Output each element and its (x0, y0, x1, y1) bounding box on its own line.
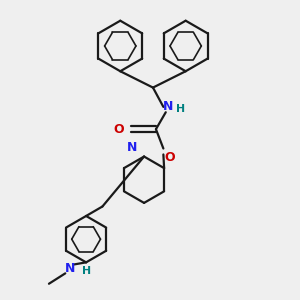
Text: N: N (127, 141, 137, 154)
Text: O: O (165, 151, 175, 164)
Text: N: N (164, 100, 174, 113)
Text: N: N (64, 262, 75, 275)
Text: H: H (82, 266, 91, 276)
Text: H: H (176, 104, 185, 114)
Text: O: O (113, 123, 124, 136)
